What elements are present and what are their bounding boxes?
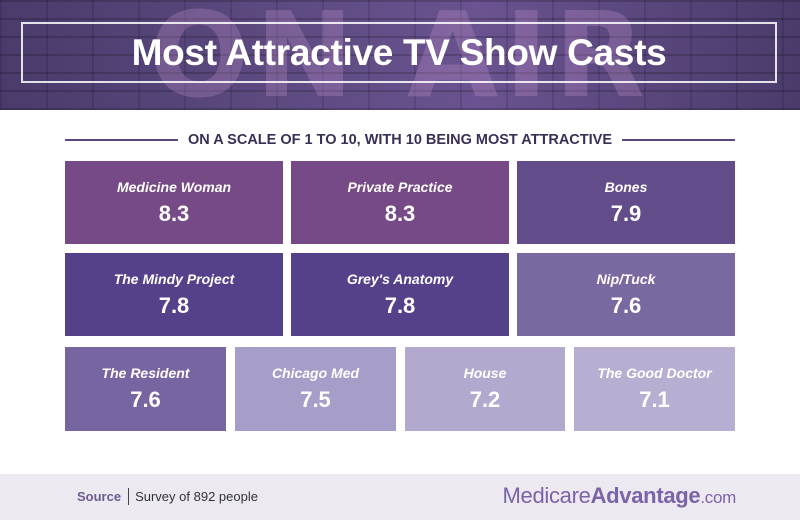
show-score: 8.3 [384, 200, 416, 226]
brand-logo[interactable]: MedicareAdvantage.com [502, 483, 736, 509]
subtitle: ON A SCALE OF 1 TO 10, WITH 10 BEING MOS… [187, 132, 613, 148]
title-frame: Most Attractive TV Show Casts [21, 22, 777, 83]
show-card: Bones 7.9 [517, 161, 735, 244]
show-name: Bones [604, 178, 648, 195]
show-card: Nip/Tuck 7.6 [517, 253, 735, 336]
subtitle-rule-right [622, 139, 735, 141]
show-score: 7.8 [158, 292, 190, 318]
on-air-background-text: ON AIR [148, 0, 652, 110]
show-name: The Mindy Project [113, 270, 235, 287]
source-text: Survey of 892 people [135, 489, 258, 504]
footer: Source Survey of 892 people MedicareAdva… [0, 474, 800, 520]
show-score: 8.3 [158, 200, 190, 226]
show-card: The Good Doctor 7.1 [574, 347, 735, 431]
show-name: The Resident [101, 365, 190, 381]
show-card: House 7.2 [405, 347, 565, 431]
show-name: Private Practice [347, 178, 453, 195]
show-card: The Resident 7.6 [65, 347, 226, 431]
show-score: 7.5 [300, 387, 331, 412]
show-name: House [463, 365, 507, 381]
show-score: 7.1 [639, 387, 670, 412]
brick-wall-background [0, 0, 800, 110]
page-title: Most Attractive TV Show Casts [131, 31, 667, 73]
subtitle-row: ON A SCALE OF 1 TO 10, WITH 10 BEING MOS… [65, 128, 735, 152]
brand-part-advantage: Advantage [590, 483, 701, 508]
header-banner: ON AIR Most Attractive TV Show Casts [0, 0, 800, 110]
show-card: Private Practice 8.3 [291, 161, 509, 244]
subtitle-rule-left [65, 139, 178, 141]
show-score: 7.2 [469, 387, 501, 412]
show-card: Chicago Med 7.5 [235, 347, 396, 431]
show-name: Nip/Tuck [596, 270, 656, 287]
source-line: Source Survey of 892 people [77, 488, 258, 505]
show-score: 7.6 [610, 292, 642, 318]
show-score: 7.9 [610, 200, 642, 226]
show-name: The Good Doctor [597, 365, 712, 381]
show-card: Grey's Anatomy 7.8 [291, 253, 509, 336]
brand-part-medicare: Medicare [502, 483, 591, 508]
show-card: Medicine Woman 8.3 [65, 161, 283, 244]
show-score: 7.6 [130, 387, 161, 412]
source-divider [128, 488, 130, 505]
show-name: Medicine Woman [116, 178, 232, 195]
show-name: Chicago Med [271, 365, 360, 381]
show-name: Grey's Anatomy [346, 270, 454, 287]
show-card: The Mindy Project 7.8 [65, 253, 283, 336]
source-label: Source [77, 489, 122, 504]
show-score: 7.8 [384, 292, 416, 318]
brand-part-com: .com [700, 488, 736, 507]
